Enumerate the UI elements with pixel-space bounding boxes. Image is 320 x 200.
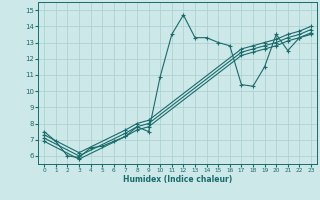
X-axis label: Humidex (Indice chaleur): Humidex (Indice chaleur): [123, 175, 232, 184]
